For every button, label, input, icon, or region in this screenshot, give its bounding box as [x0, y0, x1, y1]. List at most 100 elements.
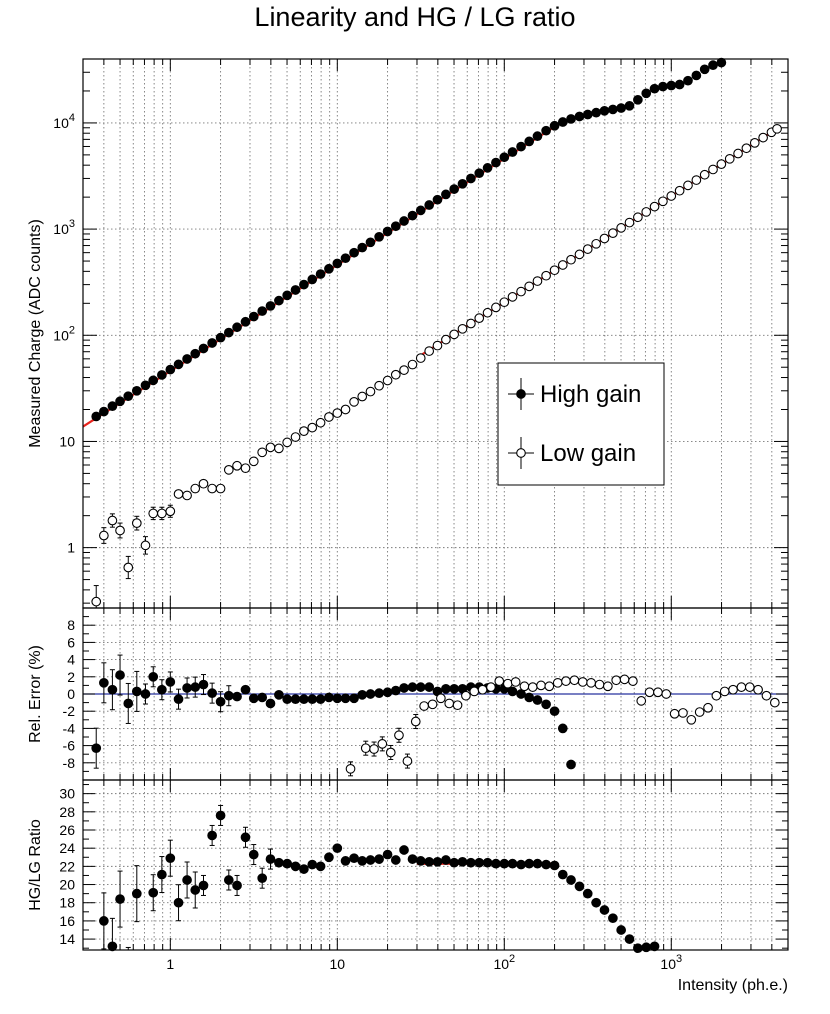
low-gain-point — [499, 297, 510, 308]
low-gain-point — [248, 456, 259, 467]
high-gain-point — [349, 247, 359, 258]
high-gain-point — [257, 306, 268, 316]
ratio-point — [482, 857, 493, 868]
ratio-point — [340, 856, 351, 866]
high-gain-point — [232, 691, 242, 702]
y-tick-label: 18 — [59, 895, 75, 911]
low-gain-point — [699, 169, 710, 180]
low-gain-point — [761, 690, 772, 701]
ratio-point — [591, 897, 602, 908]
low-gain-point — [541, 270, 551, 281]
low-gain-point — [357, 391, 368, 402]
ratio-point — [332, 843, 343, 854]
low-gain-point — [424, 346, 435, 356]
ratio-point — [148, 887, 159, 898]
low-gain-point — [557, 260, 568, 270]
low-gain-point — [536, 680, 546, 691]
ratio-point — [624, 934, 635, 944]
high-gain-point — [123, 391, 134, 402]
high-gain-point — [123, 698, 134, 709]
low-gain-point — [753, 684, 763, 695]
low-gain-point — [574, 249, 585, 260]
low-gain-point — [608, 228, 618, 238]
ratio-point — [541, 859, 551, 870]
high-gain-point — [265, 301, 276, 311]
ratio-point — [198, 880, 209, 891]
ratio-point — [290, 861, 301, 872]
legend-label-high-gain: High gain — [540, 381, 641, 408]
high-gain-point — [198, 343, 209, 354]
ratio-point — [107, 941, 118, 952]
ratio-point — [315, 861, 326, 872]
ratio-point — [282, 858, 293, 869]
high-gain-point — [441, 189, 451, 200]
y-tick-label: 26 — [59, 822, 75, 838]
high-gain-point — [365, 689, 376, 699]
low-gain-point — [586, 677, 596, 688]
low-gain-point — [733, 148, 743, 159]
low-gain-point — [345, 763, 356, 774]
high-gain-point — [282, 290, 293, 301]
low-gain-point — [432, 340, 443, 351]
relative-error-ticks — [82, 608, 789, 780]
low-gain-point — [299, 426, 309, 437]
ratio-point — [190, 885, 201, 895]
high-gain-point — [340, 253, 351, 264]
high-gain-point — [290, 285, 301, 295]
high-gain-point — [524, 692, 535, 703]
high-gain-point — [549, 120, 560, 131]
ratio-point — [491, 858, 501, 869]
high-gain-point — [541, 125, 551, 136]
high-gain-point — [432, 194, 443, 205]
low-gain-point — [115, 525, 125, 536]
ratio-point — [424, 856, 435, 867]
high-gain-point — [115, 670, 125, 680]
low-gain-point — [140, 540, 151, 551]
high-gain-point — [115, 396, 125, 407]
low-gain-point — [369, 744, 379, 754]
low-gain-point — [469, 686, 480, 697]
high-gain-point — [708, 60, 718, 71]
high-gain-point — [666, 80, 677, 91]
high-gain-point — [557, 723, 568, 734]
y-tick-label: 24 — [59, 840, 75, 856]
y-tick-label: 28 — [59, 804, 75, 820]
low-gain-point — [399, 365, 409, 375]
high-gain-point — [99, 677, 109, 688]
high-gain-point — [190, 682, 201, 692]
high-gain-point — [198, 679, 209, 690]
y-tick-label: 0 — [67, 686, 75, 702]
ratio-frame — [82, 779, 789, 951]
high-gain-point — [91, 411, 102, 422]
ratio-point — [99, 916, 109, 926]
low-gain-point — [173, 489, 184, 499]
high-gain-point — [658, 81, 668, 92]
ratio-point — [449, 857, 460, 868]
y-tick-label: 102 — [53, 324, 75, 343]
ratio-point — [549, 860, 560, 871]
high-gain-point — [357, 690, 368, 700]
low-gain-point — [591, 238, 602, 249]
high-gain-point — [282, 694, 293, 705]
low-gain-point — [661, 689, 672, 699]
low-gain-point — [457, 323, 468, 334]
low-gain-point — [669, 708, 680, 719]
high-gain-point — [107, 401, 118, 412]
ratio-tick-labels: 14 16 18 20 22 24 26 28 30 1 10 102 103 — [59, 786, 682, 972]
linearity-panel: 1 10 102 103 104 Measured Charge (ADC counts… — [27, 57, 789, 609]
high-gain-point — [691, 70, 702, 81]
ratio-ticks — [82, 780, 789, 950]
high-gain-point — [641, 88, 652, 99]
low-gain-point — [215, 483, 226, 494]
low-gain-point — [507, 292, 518, 302]
high-gain-point — [215, 696, 226, 707]
ratio-point — [499, 858, 510, 869]
low-gain-point — [686, 714, 697, 725]
low-gain-point — [552, 677, 563, 688]
ratio-point — [382, 849, 393, 860]
ratio-point — [265, 854, 276, 864]
low-gain-point — [315, 417, 326, 428]
